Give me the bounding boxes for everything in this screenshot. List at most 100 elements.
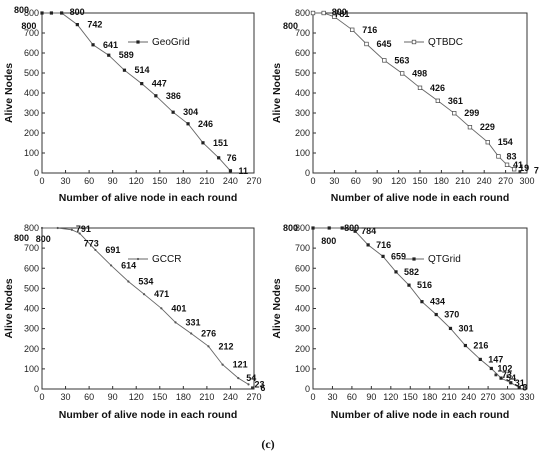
data-point	[127, 280, 130, 283]
x-tick-label: 30	[329, 176, 339, 186]
data-point	[353, 229, 357, 233]
data-point	[494, 373, 498, 377]
legend-marker	[411, 39, 417, 45]
data-label: 773	[84, 238, 99, 248]
data-label: 54	[506, 373, 516, 383]
data-point	[49, 11, 54, 15]
data-point	[394, 270, 398, 274]
data-point	[94, 248, 97, 252]
data-point	[160, 307, 163, 310]
y-tick-label: 700	[295, 243, 310, 253]
data-label: 7	[534, 166, 539, 176]
y-tick-label: 300	[295, 324, 310, 334]
data-point	[56, 226, 59, 230]
legend-label: GeoGrid	[152, 37, 190, 48]
data-point	[251, 386, 254, 390]
data-point	[247, 383, 250, 386]
data-label: 299	[464, 108, 479, 118]
y-tick-label: 700	[24, 28, 39, 38]
data-point	[140, 82, 144, 86]
y-axis-label: Alive Nodes	[271, 278, 283, 338]
data-label: 304	[183, 107, 198, 117]
data-label: 370	[444, 310, 459, 320]
x-tick-label: 30	[61, 176, 71, 186]
x-tick-label: 60	[347, 392, 357, 402]
y-axis-label: Alive Nodes	[3, 63, 15, 123]
data-point	[78, 232, 81, 235]
data-label: 229	[480, 122, 495, 132]
y-tick-label: 800	[24, 223, 39, 233]
data-point	[512, 167, 517, 172]
data-point	[452, 111, 457, 116]
x-tick-label: 150	[403, 392, 418, 402]
data-label: 800	[321, 236, 336, 246]
data-point	[509, 381, 513, 385]
x-tick-label: 210	[199, 392, 214, 402]
x-tick-label: 0	[310, 176, 315, 186]
x-tick-label: 300	[519, 176, 534, 186]
x-axis-label: Number of alive node in each round	[59, 192, 238, 204]
data-label: 73	[502, 370, 512, 380]
data-label: 800	[14, 233, 29, 243]
data-point	[499, 376, 503, 380]
data-point	[221, 363, 224, 366]
data-label: 361	[448, 96, 463, 106]
data-label: 614	[121, 260, 136, 270]
data-point	[142, 293, 146, 296]
data-label: 534	[138, 277, 153, 287]
series-line	[42, 12, 231, 172]
data-point	[366, 243, 370, 247]
data-label: 563	[394, 55, 409, 65]
data-point	[478, 357, 482, 362]
x-tick-label: 120	[391, 176, 406, 186]
x-tick-label: 180	[176, 392, 191, 402]
x-tick-label: 120	[129, 176, 144, 186]
y-tick-label: 0	[305, 168, 310, 178]
y-tick-label: 100	[295, 148, 310, 158]
data-label: 331	[185, 317, 200, 327]
data-label: 151	[213, 138, 228, 148]
data-point	[504, 162, 510, 167]
data-label: 147	[488, 354, 503, 364]
data-label: 41	[513, 160, 523, 170]
data-point	[332, 14, 337, 19]
data-label: 447	[152, 79, 167, 89]
data-point	[107, 53, 111, 57]
data-point	[448, 326, 453, 331]
x-tick-label: 210	[442, 392, 457, 402]
data-point	[310, 10, 316, 16]
data-label: 386	[166, 91, 181, 101]
y-tick-label: 200	[24, 344, 39, 354]
y-tick-label: 600	[295, 263, 310, 273]
x-tick-label: 150	[152, 392, 167, 402]
data-point	[340, 226, 344, 230]
chart-panel: 0 30 60 90 120 150 180 210 240 270 300 330 0 100 200 30…	[271, 223, 535, 421]
data-point	[517, 385, 521, 389]
data-point	[201, 141, 205, 145]
data-point	[327, 226, 331, 230]
data-point	[435, 98, 440, 103]
data-point	[518, 170, 522, 173]
plot-frame	[312, 12, 528, 174]
y-axis-label: Alive Nodes	[271, 63, 283, 123]
chart-panel: 0 30 60 90 120 150 180 210 240 270 300 0 100 200 300 40…	[271, 7, 539, 204]
data-point	[400, 71, 405, 76]
data-label: 8	[522, 382, 527, 392]
data-label: 781	[334, 9, 349, 19]
chart-panel: 0 30 60 90 120 150 180 210 240 270 0 100 200 300 400 50…	[3, 5, 262, 204]
plot-frame	[312, 227, 528, 390]
data-point	[75, 23, 79, 27]
data-label: 800	[14, 5, 29, 15]
data-point	[434, 312, 438, 317]
x-tick-label: 0	[39, 176, 44, 186]
data-label: 401	[171, 303, 186, 313]
x-tick-label: 210	[199, 176, 214, 186]
y-tick-label: 300	[24, 324, 39, 334]
y-tick-label: 500	[24, 283, 39, 293]
data-point	[485, 140, 490, 145]
data-point	[70, 228, 73, 231]
x-tick-label: 30	[61, 392, 71, 402]
x-tick-label: 180	[422, 392, 437, 402]
data-point	[489, 366, 493, 371]
y-tick-label: 0	[34, 168, 39, 178]
